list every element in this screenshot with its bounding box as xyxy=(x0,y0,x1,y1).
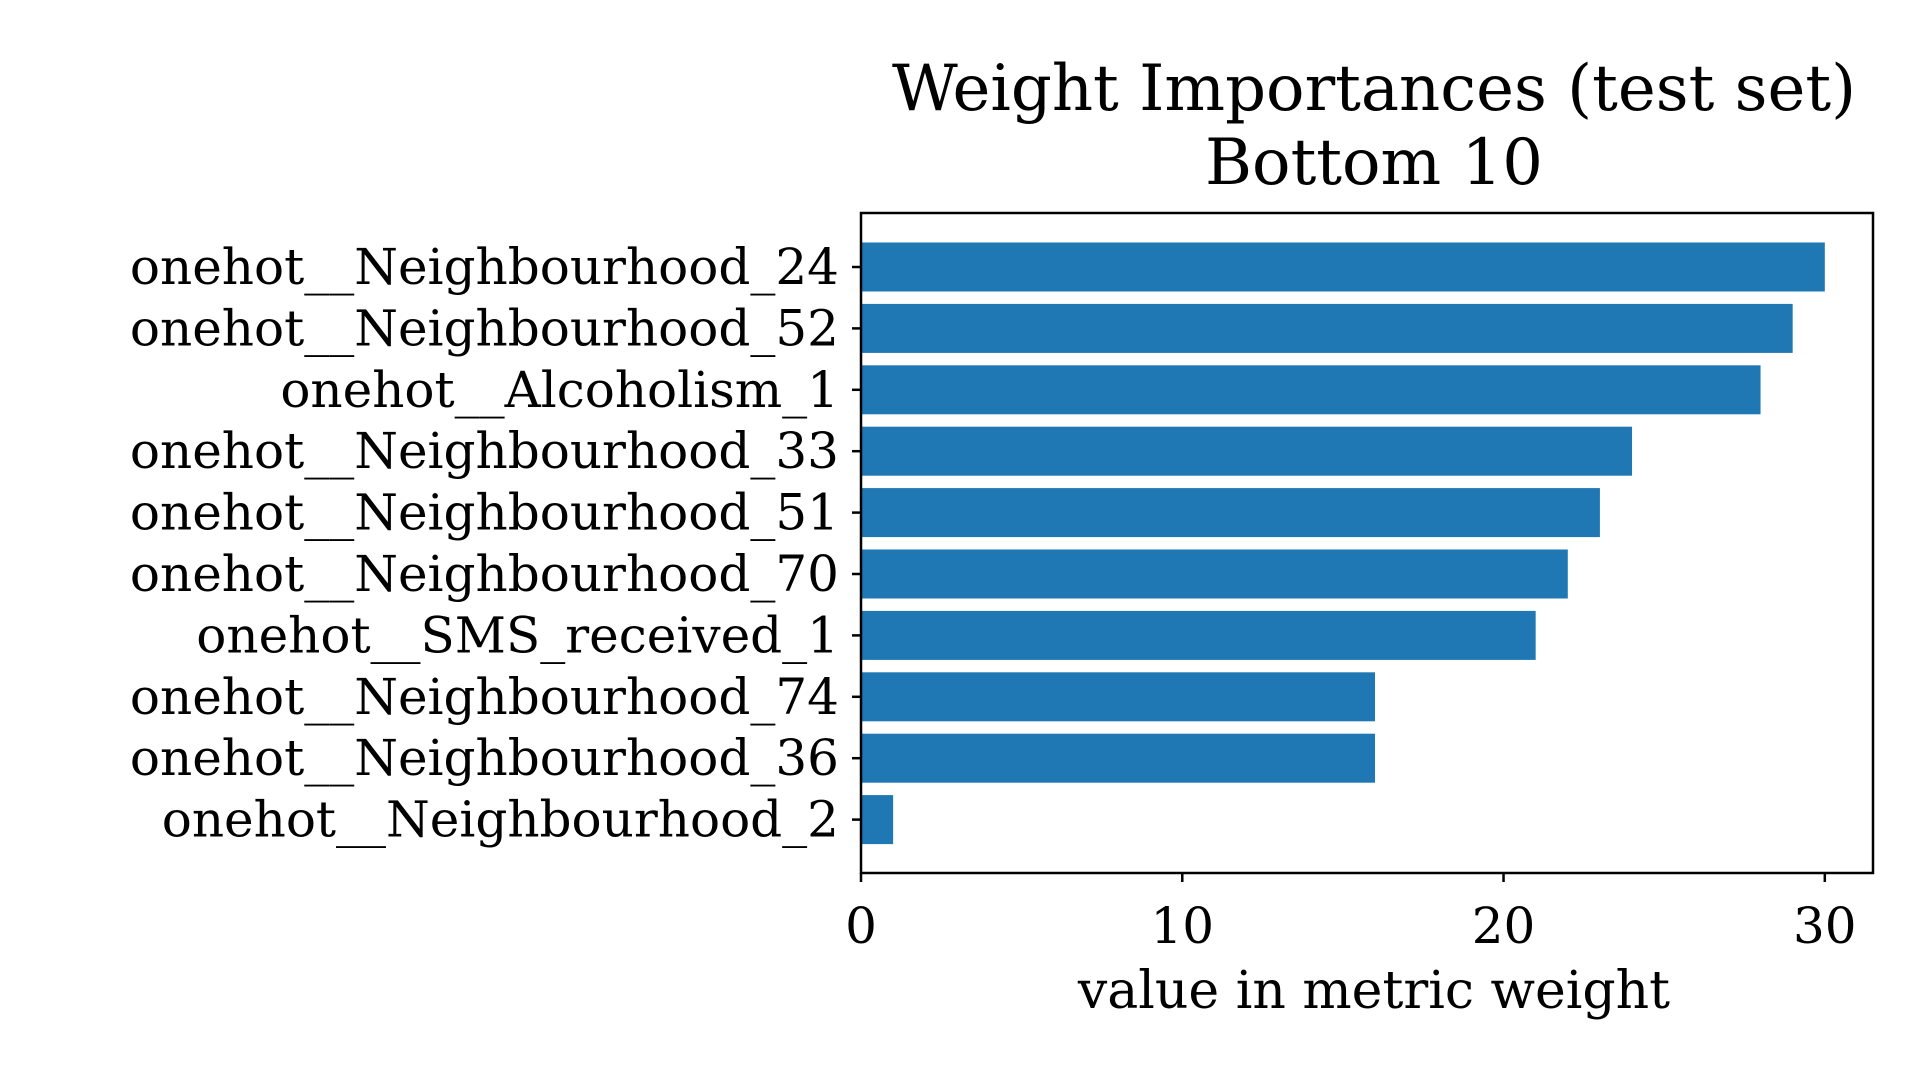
x-tick-label: 20 xyxy=(1472,897,1536,955)
bar xyxy=(861,488,1600,538)
bar xyxy=(861,795,894,845)
y-tick-label: onehot__Alcoholism_1 xyxy=(280,361,839,419)
plot-frame xyxy=(859,211,1875,875)
y-tick-label: onehot__Neighbourhood_51 xyxy=(130,484,839,542)
bar xyxy=(861,610,1536,660)
y-tick-label: onehot__Neighbourhood_70 xyxy=(130,545,839,603)
y-tick-label: onehot__Neighbourhood_52 xyxy=(130,299,839,357)
bar xyxy=(861,672,1376,722)
y-tick-label: onehot__Neighbourhood_33 xyxy=(130,422,839,480)
y-tick-label: onehot__Neighbourhood_24 xyxy=(130,238,839,296)
bar xyxy=(861,242,1825,292)
chart-title-line-1: Weight Importances (test set) xyxy=(892,52,1856,126)
bar xyxy=(861,733,1376,783)
y-axis-ticks: onehot__Neighbourhood_24onehot__Neighbou… xyxy=(130,238,861,849)
y-tick-label: onehot__SMS_received_1 xyxy=(196,606,839,664)
bar xyxy=(861,549,1568,599)
bar xyxy=(861,303,1793,353)
y-tick-label: onehot__Neighbourhood_2 xyxy=(162,791,839,849)
bars-group xyxy=(861,242,1825,845)
x-tick-label: 0 xyxy=(845,897,877,955)
chart-title-line-2: Bottom 10 xyxy=(1205,126,1543,200)
x-axis-ticks: 0 10 20 30 xyxy=(845,873,1857,955)
y-tick-label: onehot__Neighbourhood_74 xyxy=(130,668,839,726)
x-tick-label: 10 xyxy=(1150,897,1214,955)
bar xyxy=(861,365,1761,415)
y-tick-label: onehot__Neighbourhood_36 xyxy=(130,729,839,787)
bar xyxy=(861,426,1633,476)
x-axis-label: value in metric weight xyxy=(1077,961,1670,1021)
x-tick-label: 30 xyxy=(1793,897,1857,955)
